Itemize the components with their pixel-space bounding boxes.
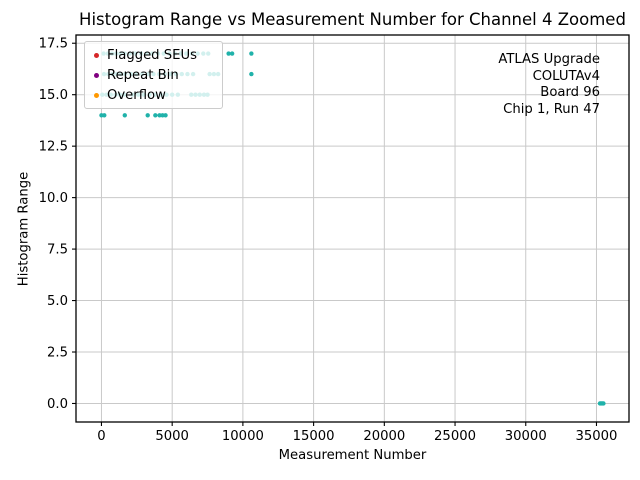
svg-text:5.0: 5.0 — [47, 294, 68, 309]
svg-text:0.0: 0.0 — [47, 397, 68, 412]
legend-label-repeat-bin: Repeat Bin — [107, 68, 179, 84]
annotation-line-1: ATLAS Upgrade — [498, 52, 600, 67]
svg-text:25000: 25000 — [434, 429, 476, 444]
svg-text:12.5: 12.5 — [39, 140, 68, 155]
annotation-line-2: COLUTAv4 — [532, 68, 600, 84]
svg-text:15.0: 15.0 — [39, 88, 68, 103]
chart-title: Histogram Range vs Measurement Number fo… — [79, 10, 626, 29]
overflow-marker-icon — [94, 92, 99, 98]
svg-text:7.5: 7.5 — [47, 243, 68, 258]
legend-entry-flagged-seus: Flagged SEUs — [94, 46, 222, 66]
legend-entry-repeat-bin: Repeat Bin — [94, 66, 222, 86]
svg-text:15000: 15000 — [293, 429, 335, 444]
annotation-line-4: Chip 1, Run 47 — [503, 101, 600, 117]
y-axis-label: Histogram Range — [16, 171, 32, 287]
svg-text:17.5: 17.5 — [39, 37, 68, 52]
legend-entry-overflow: Overflow — [94, 85, 222, 105]
svg-text:5000: 5000 — [155, 429, 189, 444]
svg-text:20000: 20000 — [363, 429, 405, 444]
flagged-seus-marker-icon — [94, 53, 99, 59]
svg-text:2.5: 2.5 — [47, 346, 68, 361]
x-axis-label: Measurement Number — [278, 448, 427, 463]
legend: Flagged SEUs Repeat Bin Overflow — [84, 41, 223, 109]
svg-text:10000: 10000 — [222, 429, 264, 444]
legend-label-overflow: Overflow — [107, 87, 166, 103]
annotation-block: ATLAS Upgrade COLUTAv4 Board 96 Chip 1, … — [498, 52, 600, 118]
svg-text:10.0: 10.0 — [39, 191, 68, 206]
svg-text:35000: 35000 — [575, 429, 617, 444]
svg-text:0: 0 — [97, 429, 105, 444]
annotation-line-3: Board 96 — [540, 85, 600, 101]
legend-label-flagged-seus: Flagged SEUs — [107, 48, 197, 64]
repeat-bin-marker-icon — [94, 73, 99, 79]
svg-text:30000: 30000 — [505, 429, 547, 444]
